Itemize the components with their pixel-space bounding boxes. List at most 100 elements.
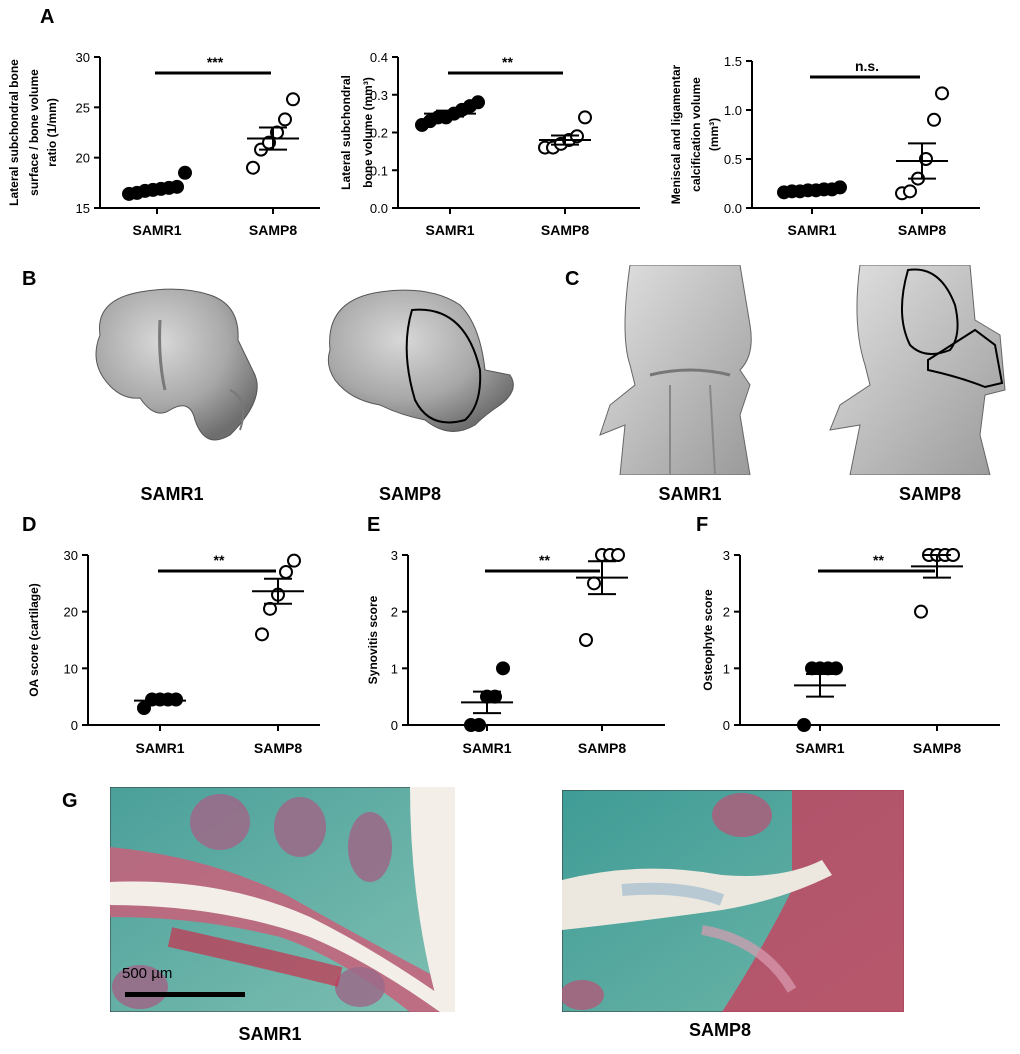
y-tick-label: 0 bbox=[391, 718, 398, 733]
data-point-samr1 bbox=[797, 718, 811, 732]
y-tick-label: 0 bbox=[723, 718, 730, 733]
panel-letter-c: C bbox=[565, 268, 580, 290]
data-point-samp8 bbox=[255, 627, 269, 642]
panel-letter-a: A bbox=[40, 6, 55, 28]
chart-a1: 15 20 25 30 SAMR1 SAMP8 Lateral subchondral bo… bbox=[7, 50, 320, 238]
y-tick-label: 3 bbox=[723, 548, 730, 563]
x-category-label: SAMR1 bbox=[425, 222, 474, 238]
y-axis-label: (mm³) bbox=[707, 118, 721, 151]
y-tick-label: 0.2 bbox=[370, 126, 388, 141]
y-axis-label: OA score (cartilage) bbox=[27, 583, 41, 697]
y-axis-label: Synovitis score bbox=[366, 595, 380, 684]
significance-label: *** bbox=[207, 54, 224, 70]
panel-letter-f: F bbox=[696, 514, 709, 536]
chart-a2: 0.0 0.1 0.2 0.3 0.4 SAMR1 SAMP8 Lateral subchon… bbox=[339, 50, 640, 238]
y-axis-label: Lateral subchondral bone bbox=[7, 59, 21, 206]
data-point-samp8 bbox=[914, 604, 928, 619]
lesion-outline-lower bbox=[927, 328, 1004, 389]
data-point-samp8 bbox=[579, 633, 593, 647]
y-tick-label: 20 bbox=[76, 151, 90, 166]
y-tick-label: 1 bbox=[391, 661, 398, 676]
y-tick-label: 0.5 bbox=[724, 152, 742, 167]
data-point-samr1 bbox=[829, 661, 843, 676]
caption-c-samp8: SAMP8 bbox=[898, 484, 961, 504]
caption-g-samp8: SAMP8 bbox=[688, 1020, 751, 1040]
data-point-samp8 bbox=[927, 112, 941, 127]
panel-letter-e: E bbox=[367, 514, 381, 536]
y-tick-label: 3 bbox=[391, 548, 398, 563]
x-category-label: SAMR1 bbox=[132, 222, 181, 238]
y-tick-label: 0.4 bbox=[370, 50, 388, 65]
x-category-label: SAMP8 bbox=[249, 222, 297, 238]
data-point-samr1 bbox=[170, 179, 184, 194]
chart-f: 0 1 2 3 SAMR1 SAMP8 Osteophyte score ** bbox=[701, 548, 1000, 756]
histology-samr1 bbox=[110, 787, 455, 1012]
caption-b-samp8: SAMP8 bbox=[378, 484, 441, 504]
chart-d: 0 10 20 30 SAMR1 SAMP8 OA score (cartilage) ** bbox=[27, 548, 320, 756]
panel-letter-b: B bbox=[22, 268, 37, 290]
y-tick-label: 1 bbox=[723, 661, 730, 676]
knee-samp8-render bbox=[829, 265, 1006, 475]
y-axis-label: Meniscal and ligamentar bbox=[669, 64, 683, 204]
lesion-outline-upper bbox=[900, 268, 959, 355]
y-axis-label: calcification volume bbox=[689, 77, 703, 192]
data-point-samr1 bbox=[137, 701, 151, 715]
y-axis-label: ratio (1/mm) bbox=[45, 98, 59, 167]
y-axis-label: surface / bone volume bbox=[27, 69, 41, 196]
caption-c-samr1: SAMR1 bbox=[658, 484, 722, 504]
y-tick-label: 30 bbox=[64, 548, 78, 563]
y-tick-label: 0.0 bbox=[370, 201, 388, 216]
x-category-label: SAMP8 bbox=[898, 222, 946, 238]
x-category-label: SAMR1 bbox=[462, 740, 511, 756]
data-point-samr1 bbox=[833, 180, 847, 195]
histology-samp8 bbox=[562, 790, 904, 1012]
y-tick-label: 20 bbox=[64, 605, 78, 620]
data-point-samp8 bbox=[935, 86, 949, 101]
chart-a3: 0.0 0.5 1.0 1.5 SAMR1 SAMP8 Meniscal and ligam… bbox=[669, 54, 980, 238]
y-tick-label: 2 bbox=[391, 605, 398, 620]
x-category-label: SAMR1 bbox=[135, 740, 184, 756]
y-axis-label: bone volume (mm³) bbox=[361, 77, 375, 188]
femur-3d-renders bbox=[95, 288, 514, 441]
y-tick-label: 1.5 bbox=[724, 54, 742, 69]
femur-samp8-render bbox=[327, 289, 514, 432]
y-tick-label: 10 bbox=[64, 661, 78, 676]
data-point-samr1 bbox=[178, 165, 192, 180]
y-axis-label: Lateral subchondral bbox=[339, 75, 353, 190]
significance-label: n.s. bbox=[855, 58, 879, 74]
knee-samr1-render bbox=[599, 265, 752, 475]
data-point-samp8 bbox=[587, 576, 601, 591]
data-point-samp8 bbox=[286, 92, 300, 107]
y-tick-label: 0.0 bbox=[724, 201, 742, 216]
x-category-label: SAMP8 bbox=[578, 740, 626, 756]
panel-letter-g: G bbox=[62, 790, 78, 812]
data-point-samp8 bbox=[246, 160, 260, 175]
significance-label: ** bbox=[873, 552, 884, 568]
data-point-samr1 bbox=[496, 661, 510, 676]
y-tick-label: 0 bbox=[71, 718, 78, 733]
scale-bar-label: 500 µm bbox=[122, 965, 173, 982]
data-point-samp8 bbox=[578, 110, 592, 125]
y-tick-label: 2 bbox=[723, 605, 730, 620]
y-tick-label: 0.1 bbox=[370, 163, 388, 178]
y-tick-label: 15 bbox=[76, 201, 90, 216]
y-tick-label: 0.3 bbox=[370, 88, 388, 103]
data-point-samr1 bbox=[471, 95, 485, 110]
significance-label: ** bbox=[214, 552, 225, 568]
significance-label: ** bbox=[502, 54, 513, 70]
y-axis-label: Osteophyte score bbox=[701, 589, 715, 691]
x-category-label: SAMP8 bbox=[913, 740, 961, 756]
data-point-samp8 bbox=[278, 112, 292, 127]
x-category-label: SAMR1 bbox=[795, 740, 844, 756]
data-point-samp8 bbox=[903, 184, 917, 199]
significance-label: ** bbox=[539, 552, 550, 568]
caption-g-samr1: SAMR1 bbox=[238, 1024, 302, 1044]
chart-e: 0 1 2 3 SAMR1 SAMP8 Synovitis score ** bbox=[366, 548, 665, 756]
y-tick-label: 25 bbox=[76, 100, 90, 115]
x-category-label: SAMP8 bbox=[541, 222, 589, 238]
y-tick-label: 1.0 bbox=[724, 103, 742, 118]
data-point-samp8 bbox=[611, 548, 625, 562]
data-point-samp8 bbox=[279, 565, 293, 579]
caption-b-samr1: SAMR1 bbox=[140, 484, 204, 504]
x-category-label: SAMR1 bbox=[787, 222, 836, 238]
